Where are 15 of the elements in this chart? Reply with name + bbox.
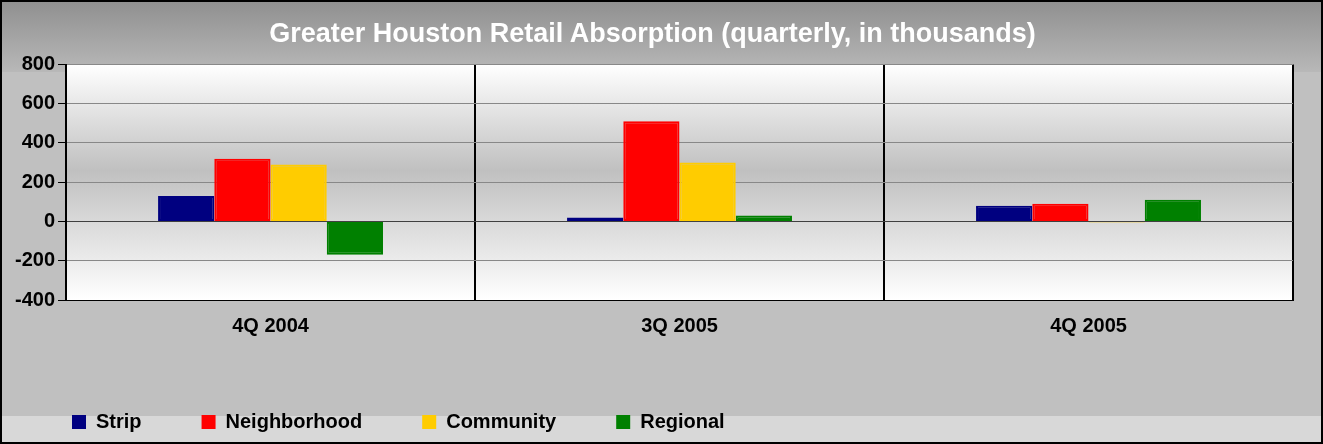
y-tick-label: -400	[15, 287, 56, 310]
chart-title: Greater Houston Retail Absorption (quarterly, in thousands)	[269, 17, 1036, 48]
y-tick-label: 800	[21, 51, 56, 74]
y-tick-label: 400	[21, 130, 56, 153]
x-tick-label: 3Q 2005	[641, 313, 718, 336]
legend-label: Community	[446, 409, 558, 432]
legend-label: Neighborhood	[225, 409, 363, 432]
y-tick-label: 600	[21, 91, 56, 114]
y-tick-label: -200	[15, 248, 56, 271]
x-tick-label: 4Q 2004	[232, 313, 310, 336]
y-tick-label: 200	[21, 169, 56, 192]
legend-label: Strip	[96, 409, 142, 432]
y-tick-label: 0	[43, 208, 56, 231]
legend-label: Regional	[640, 409, 725, 432]
x-tick-label: 4Q 2005	[1050, 313, 1127, 336]
